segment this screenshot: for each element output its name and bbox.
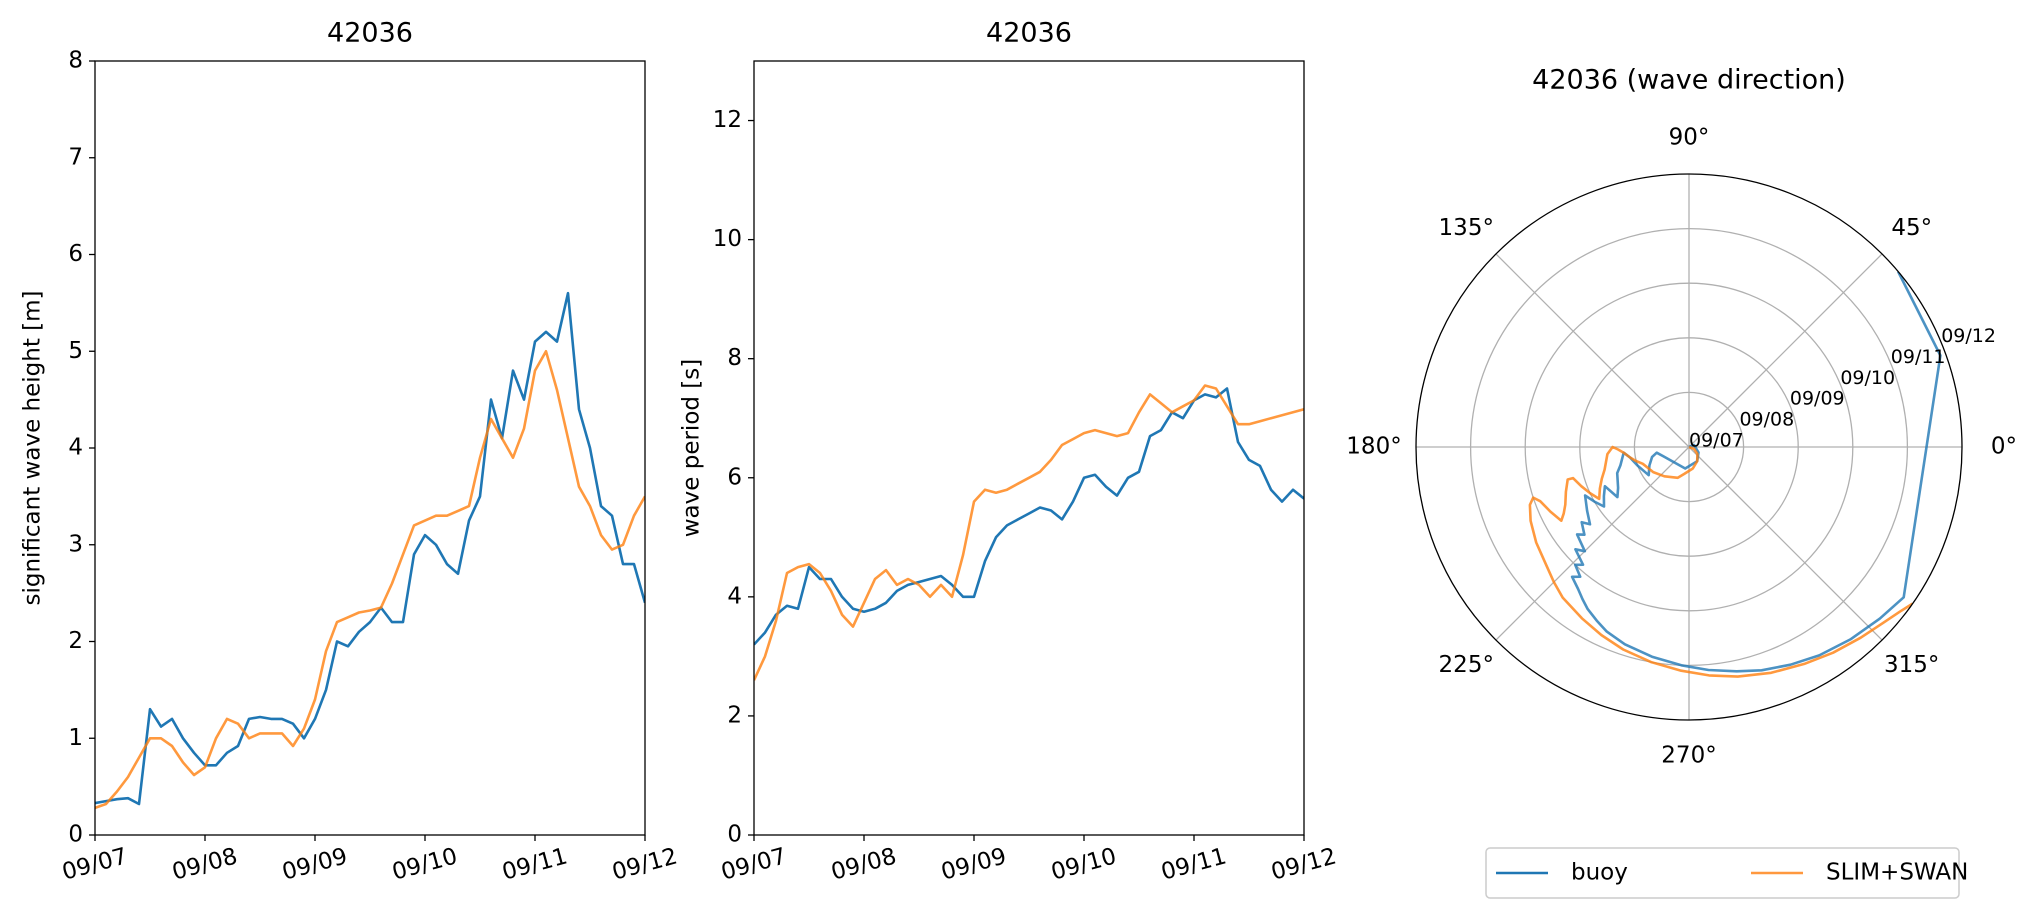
- y-tick-label: 0: [727, 822, 742, 848]
- x-tick-label: 09/09: [279, 843, 350, 885]
- y-tick-label: 5: [68, 338, 83, 364]
- plot-area: [95, 291, 645, 810]
- y-tick-label: 7: [68, 144, 83, 170]
- series-line: [1570, 270, 1942, 673]
- angular-tick-label: 180°: [1346, 434, 1401, 460]
- y-tick-label: 2: [68, 628, 83, 654]
- radial-tick-label: 09/09: [1790, 388, 1845, 410]
- radial-tick-label: 09/07: [1689, 430, 1744, 452]
- x-tick-label: 09/11: [499, 843, 570, 885]
- angular-tick-label: 0°: [1991, 434, 2017, 460]
- y-tick-label: 6: [727, 464, 742, 490]
- angular-tick-label: 315°: [1884, 652, 1939, 678]
- x-tick-label: 09/08: [169, 843, 240, 885]
- series-line: [754, 384, 1304, 681]
- chart-title: 42036 (wave direction): [1532, 65, 1846, 96]
- x-tick-label: 09/07: [718, 843, 789, 885]
- chart-title: 42036: [327, 18, 413, 49]
- radial-tick-label: 09/12: [1941, 325, 1996, 347]
- angular-grid: [1688, 446, 1883, 641]
- y-tick-label: 6: [68, 241, 83, 267]
- y-tick-label: 8: [727, 345, 742, 371]
- radial-tick-label: 09/10: [1840, 367, 1895, 389]
- y-axis-label: significant wave height [m]: [20, 290, 46, 605]
- x-tick-label: 09/10: [389, 843, 460, 885]
- axes-frame: [753, 60, 1305, 836]
- y-tick-label: 8: [68, 48, 83, 74]
- radial-tick-label: 09/11: [1891, 346, 1946, 368]
- y-tick-label: 10: [713, 226, 742, 252]
- angular-tick-label: 90°: [1669, 125, 1710, 151]
- series-line: [95, 350, 645, 810]
- angular-tick-label: 225°: [1439, 652, 1494, 678]
- y-axis-label: wave period [s]: [679, 359, 705, 538]
- x-tick-label: 09/12: [609, 843, 680, 885]
- angular-tick-label: 135°: [1439, 215, 1494, 241]
- y-tick-label: 3: [68, 531, 83, 557]
- y-tick-label: 4: [727, 583, 742, 609]
- angular-grid: [1688, 253, 1883, 448]
- x-tick-label: 09/07: [59, 843, 130, 885]
- x-tick-label: 09/09: [938, 843, 1009, 885]
- series-line: [95, 291, 645, 806]
- plot-area: [754, 384, 1304, 681]
- x-tick-label: 09/10: [1048, 843, 1119, 885]
- series-line: [1528, 445, 1914, 678]
- angular-tick-label: 270°: [1661, 743, 1716, 769]
- x-tick-label: 09/12: [1268, 843, 1339, 885]
- angular-grid: [1495, 446, 1690, 641]
- chart-title: 42036: [986, 18, 1072, 49]
- legend-label: buoy: [1571, 860, 1628, 886]
- series-line: [754, 387, 1304, 646]
- legend-box: [1485, 847, 1960, 899]
- angular-grid: [1495, 253, 1690, 448]
- polar-frame: [1415, 173, 1963, 721]
- y-tick-label: 2: [727, 702, 742, 728]
- x-tick-label: 09/08: [828, 843, 899, 885]
- plot-area: [1528, 270, 1942, 678]
- y-tick-label: 12: [713, 107, 742, 133]
- legend-label: SLIM+SWAN: [1826, 860, 1968, 886]
- y-tick-label: 1: [68, 725, 83, 751]
- angular-tick-label: 45°: [1891, 215, 1932, 241]
- y-tick-label: 4: [68, 435, 83, 461]
- y-tick-label: 0: [68, 822, 83, 848]
- axes-frame: [94, 60, 646, 836]
- x-tick-label: 09/11: [1158, 843, 1229, 885]
- radial-tick-label: 09/08: [1739, 409, 1794, 431]
